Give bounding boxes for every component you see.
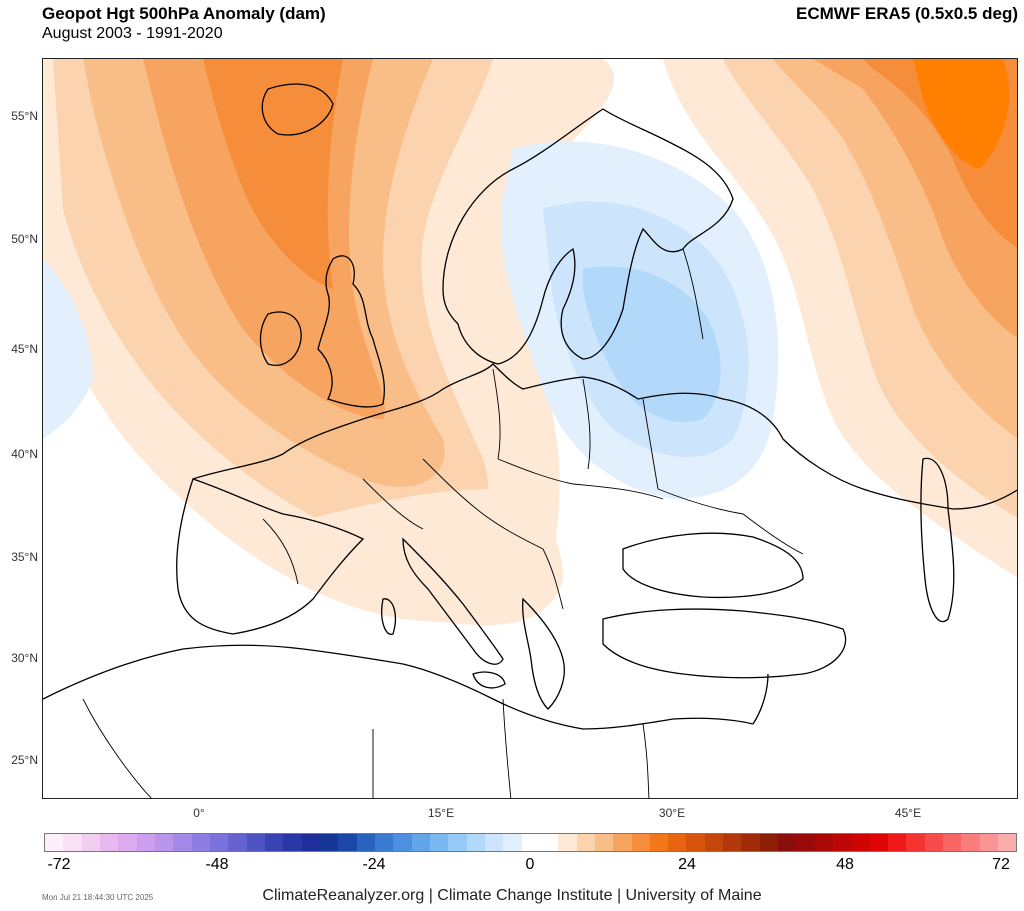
anomaly-map	[42, 58, 1018, 799]
anomaly-negative-core	[583, 266, 721, 423]
lon-label-15e: 15°E	[427, 806, 455, 820]
colorbar-cell	[778, 834, 797, 851]
colorbar-cell	[319, 834, 339, 851]
colorbar	[44, 833, 1017, 852]
colorbar-tick-0: 0	[525, 856, 535, 873]
colorbar-cell	[649, 834, 669, 851]
footer-credit: ClimateReanalyzer.org | Climate Change I…	[262, 887, 762, 904]
anomaly-negative-west	[43, 259, 93, 439]
lat-label-30: 30°N	[11, 651, 38, 665]
colorbar-cell	[814, 834, 834, 851]
coastlines	[43, 83, 1017, 730]
colorbar-cell	[301, 834, 320, 851]
footer-timestamp: Mon Jul 21 18:44:30 UTC 2025	[42, 893, 154, 902]
colorbar-cell	[704, 834, 724, 851]
colorbar-tick-neg72: -72	[47, 856, 71, 873]
data-source: ECMWF ERA5 (0.5x0.5 deg)	[796, 4, 1018, 23]
chart-subtitle: August 2003 - 1991-2020	[42, 25, 223, 42]
colorbar-tick-neg24: -24	[362, 856, 386, 873]
colorbar-tick-72: 72	[992, 856, 1010, 873]
colorbar-cell	[851, 834, 870, 851]
colorbar-cell	[136, 834, 155, 851]
colorbar-cell	[484, 834, 504, 851]
colorbar-cell	[759, 834, 779, 851]
colorbar-tick-neg48: -48	[205, 856, 229, 873]
colorbar-cell	[338, 834, 357, 851]
colorbar-cell	[796, 834, 815, 851]
colorbar-cell	[686, 834, 705, 851]
colorbar-cell	[99, 834, 119, 851]
colorbar-cell	[503, 834, 522, 851]
colorbar-cell	[998, 834, 1017, 851]
colorbar-cell	[833, 834, 852, 851]
colorbar-cell	[888, 834, 907, 851]
anomaly-map-svg	[43, 59, 1017, 798]
colorbar-cell	[924, 834, 944, 851]
chart-title: Geopot Hgt 500hPa Anomaly (dam)	[42, 4, 326, 23]
colorbar-cell	[668, 834, 687, 851]
colorbar-cell	[81, 834, 100, 851]
anomaly-positive-west-5	[203, 59, 343, 289]
anomaly-positive-central	[273, 489, 563, 626]
lon-label-30e: 30°E	[658, 806, 686, 820]
colorbar-tick-48: 48	[836, 856, 854, 873]
colorbar-cell	[283, 834, 302, 851]
anomaly-positive-ne-6	[913, 59, 1009, 169]
country-borders	[82, 248, 804, 798]
colorbar-tick-24: 24	[678, 856, 696, 873]
colorbar-cell	[943, 834, 962, 851]
colorbar-cell	[723, 834, 742, 851]
colorbar-cell	[539, 834, 559, 851]
colorbar-cell	[429, 834, 449, 851]
colorbar-cell	[154, 834, 174, 851]
colorbar-cell	[191, 834, 210, 851]
lat-label-25: 25°N	[11, 753, 38, 767]
lon-label-0: 0°	[193, 806, 205, 820]
colorbar-cell	[961, 834, 980, 851]
colorbar-cell	[356, 834, 375, 851]
colorbar-cell	[594, 834, 614, 851]
colorbar-cell	[228, 834, 247, 851]
colorbar-cell	[448, 834, 467, 851]
colorbar-cell	[741, 834, 760, 851]
lat-label-35: 35°N	[11, 550, 38, 564]
colorbar-cell	[209, 834, 229, 851]
colorbar-cell	[979, 834, 999, 851]
lat-label-55: 55°N	[11, 109, 38, 123]
lat-label-45: 45°N	[11, 342, 38, 356]
colorbar-cell	[374, 834, 394, 851]
colorbar-cell	[613, 834, 632, 851]
colorbar-cell	[869, 834, 889, 851]
colorbar-cell	[906, 834, 925, 851]
colorbar-cell	[118, 834, 137, 851]
colorbar-cell	[521, 834, 540, 851]
lon-label-45e: 45°E	[894, 806, 922, 820]
lat-label-50: 50°N	[11, 232, 38, 246]
colorbar-cell	[466, 834, 485, 851]
colorbar-cell	[393, 834, 412, 851]
colorbar-cell	[63, 834, 82, 851]
colorbar-cell	[264, 834, 284, 851]
colorbar-cell	[173, 834, 192, 851]
colorbar-cell	[631, 834, 650, 851]
colorbar-cell	[558, 834, 577, 851]
colorbar-cell	[246, 834, 265, 851]
colorbar-cell	[411, 834, 430, 851]
lat-label-40: 40°N	[11, 447, 38, 461]
colorbar-cell	[45, 834, 64, 851]
colorbar-cell	[576, 834, 595, 851]
